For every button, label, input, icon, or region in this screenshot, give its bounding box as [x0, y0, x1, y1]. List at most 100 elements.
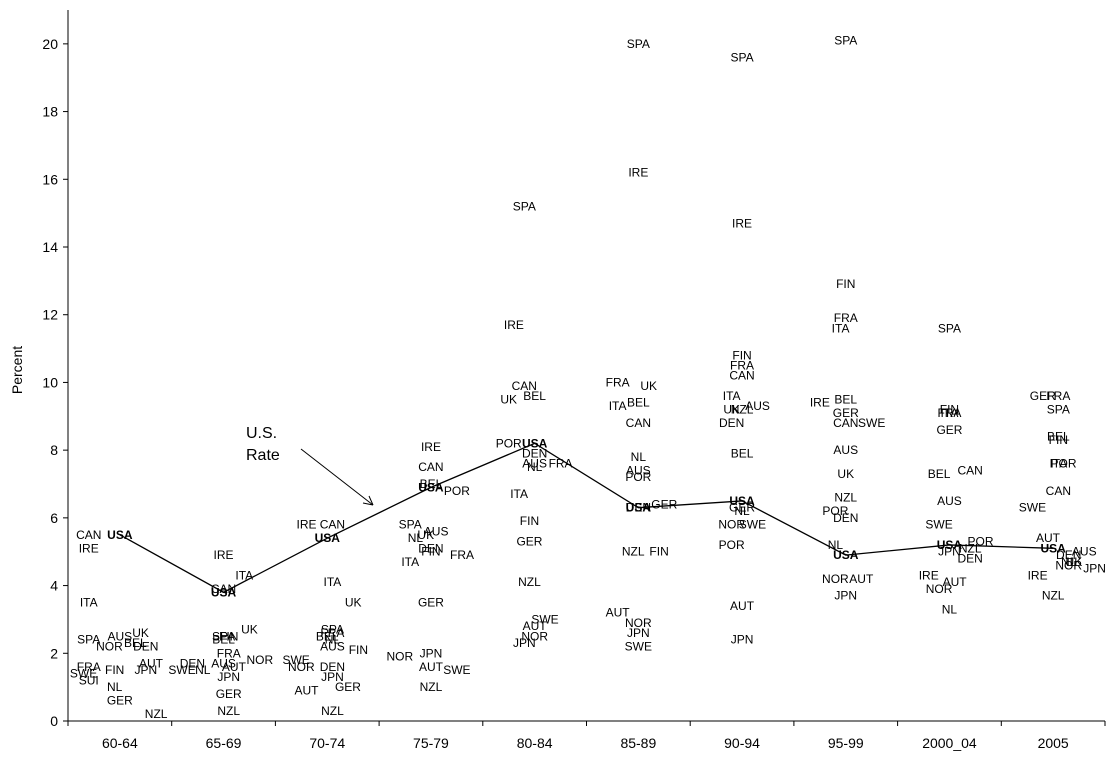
- country-label: NZL: [518, 575, 541, 589]
- country-label: UK: [417, 528, 434, 542]
- country-label: NZL: [731, 403, 754, 417]
- country-label: SWE: [70, 667, 97, 681]
- country-label: IRE: [504, 318, 524, 332]
- country-label: NL: [631, 450, 647, 464]
- country-label: JPN: [938, 545, 961, 559]
- country-label: IRE: [919, 568, 939, 582]
- country-label: BEL: [731, 447, 754, 461]
- country-label: SUI: [79, 673, 99, 687]
- country-label: NL: [325, 633, 341, 647]
- country-label: NZL: [622, 545, 645, 559]
- us-point-label: USA: [937, 538, 963, 552]
- country-label: SPA: [212, 629, 235, 643]
- country-label: UK: [241, 623, 258, 637]
- country-label: BEL: [124, 636, 147, 650]
- country-label: FRA: [77, 660, 101, 674]
- country-label: POR: [1051, 457, 1077, 471]
- country-label: SPA: [1047, 403, 1070, 417]
- y-tick-label: 12: [42, 307, 58, 323]
- country-label: SWE: [858, 416, 885, 430]
- country-label: IRE: [1028, 568, 1048, 582]
- x-tick-label: 65-69: [206, 735, 242, 751]
- country-label: AUT: [222, 660, 247, 674]
- country-label: NZL: [1042, 589, 1065, 603]
- country-label: SWE: [168, 663, 195, 677]
- country-label: FRA: [606, 375, 630, 389]
- country-label: BEL: [523, 389, 546, 403]
- country-label: AUS: [745, 399, 770, 413]
- country-label: NOR: [822, 572, 849, 586]
- country-label: BEL: [420, 477, 443, 491]
- country-label: UK: [132, 626, 149, 640]
- country-label: NOR: [1055, 558, 1082, 572]
- y-tick-label: 10: [42, 374, 58, 390]
- country-label: NOR: [96, 640, 123, 654]
- country-label: SWE: [739, 518, 766, 532]
- country-label: BEL: [627, 396, 650, 410]
- country-label: FIN: [836, 277, 855, 291]
- x-tick-label: 80-84: [517, 735, 553, 751]
- country-label: GER: [107, 694, 133, 708]
- country-label: NZL: [834, 491, 857, 505]
- country-label: BEL: [928, 467, 951, 481]
- country-label: ITA: [510, 487, 528, 501]
- country-label: NL: [942, 602, 958, 616]
- us-point-label: USA: [729, 494, 755, 508]
- country-label: GER: [651, 497, 677, 511]
- country-label: AUS: [320, 640, 345, 654]
- us-rate-line: [119, 442, 1054, 594]
- us-point-label: USA: [626, 501, 652, 515]
- country-label: CAN: [76, 528, 101, 542]
- country-label: AUS: [833, 443, 858, 457]
- country-label: UK: [640, 379, 657, 393]
- us-point-label: USA: [418, 480, 444, 494]
- y-tick-labels: 0 2 4 6 8 10 12 14 16 18 20: [42, 36, 58, 729]
- us-point-label: USA: [833, 548, 859, 562]
- country-label: FIN: [520, 514, 539, 528]
- country-label: SWE: [1019, 501, 1046, 515]
- country-label: FRA: [834, 311, 858, 325]
- country-label: SPA: [730, 50, 753, 64]
- country-label: NL: [1061, 555, 1077, 569]
- country-label: ITA: [609, 399, 627, 413]
- country-label: IRE: [421, 440, 441, 454]
- country-label: SWE: [531, 612, 558, 626]
- annotation-arrow-head: [362, 495, 374, 506]
- country-label: POR: [625, 470, 651, 484]
- country-label: ITA: [401, 555, 419, 569]
- us-point-label: USA: [211, 585, 237, 599]
- country-label: POR: [968, 535, 994, 549]
- country-label: CAN: [211, 582, 236, 596]
- country-label: NOR: [521, 629, 548, 643]
- x-tick-label: 90-94: [724, 735, 760, 751]
- country-label: FRA: [320, 626, 344, 640]
- country-label: CAN: [958, 463, 983, 477]
- country-label: GER: [418, 596, 444, 610]
- country-label: GER: [216, 687, 242, 701]
- country-label: AUS: [626, 463, 651, 477]
- country-label: DEN: [180, 656, 205, 670]
- country-label: NOR: [625, 616, 652, 630]
- country-label: NOR: [387, 650, 414, 664]
- country-label: DEN: [1056, 548, 1081, 562]
- country-label: DEN: [958, 551, 983, 565]
- y-tick-label: 6: [50, 510, 58, 526]
- country-label: NOR: [926, 582, 953, 596]
- country-label: FRA: [450, 548, 474, 562]
- country-label: JPN: [731, 633, 754, 647]
- country-label: AUT: [943, 575, 968, 589]
- country-label: IRE: [810, 396, 830, 410]
- annotation-line-1: U.S.: [246, 425, 277, 442]
- us-point-label: USA: [1040, 541, 1066, 555]
- country-label: SWE: [925, 518, 952, 532]
- country-label: CAN: [1046, 484, 1071, 498]
- country-label: FIN: [421, 545, 440, 559]
- y-tick-label: 16: [42, 171, 58, 187]
- country-label: GER: [1030, 389, 1056, 403]
- country-label: AUS: [937, 494, 962, 508]
- x-tick-label: 70-74: [309, 735, 345, 751]
- country-label: IRE: [732, 216, 752, 230]
- country-label: SPA: [627, 37, 650, 51]
- country-label: AUS: [522, 457, 547, 471]
